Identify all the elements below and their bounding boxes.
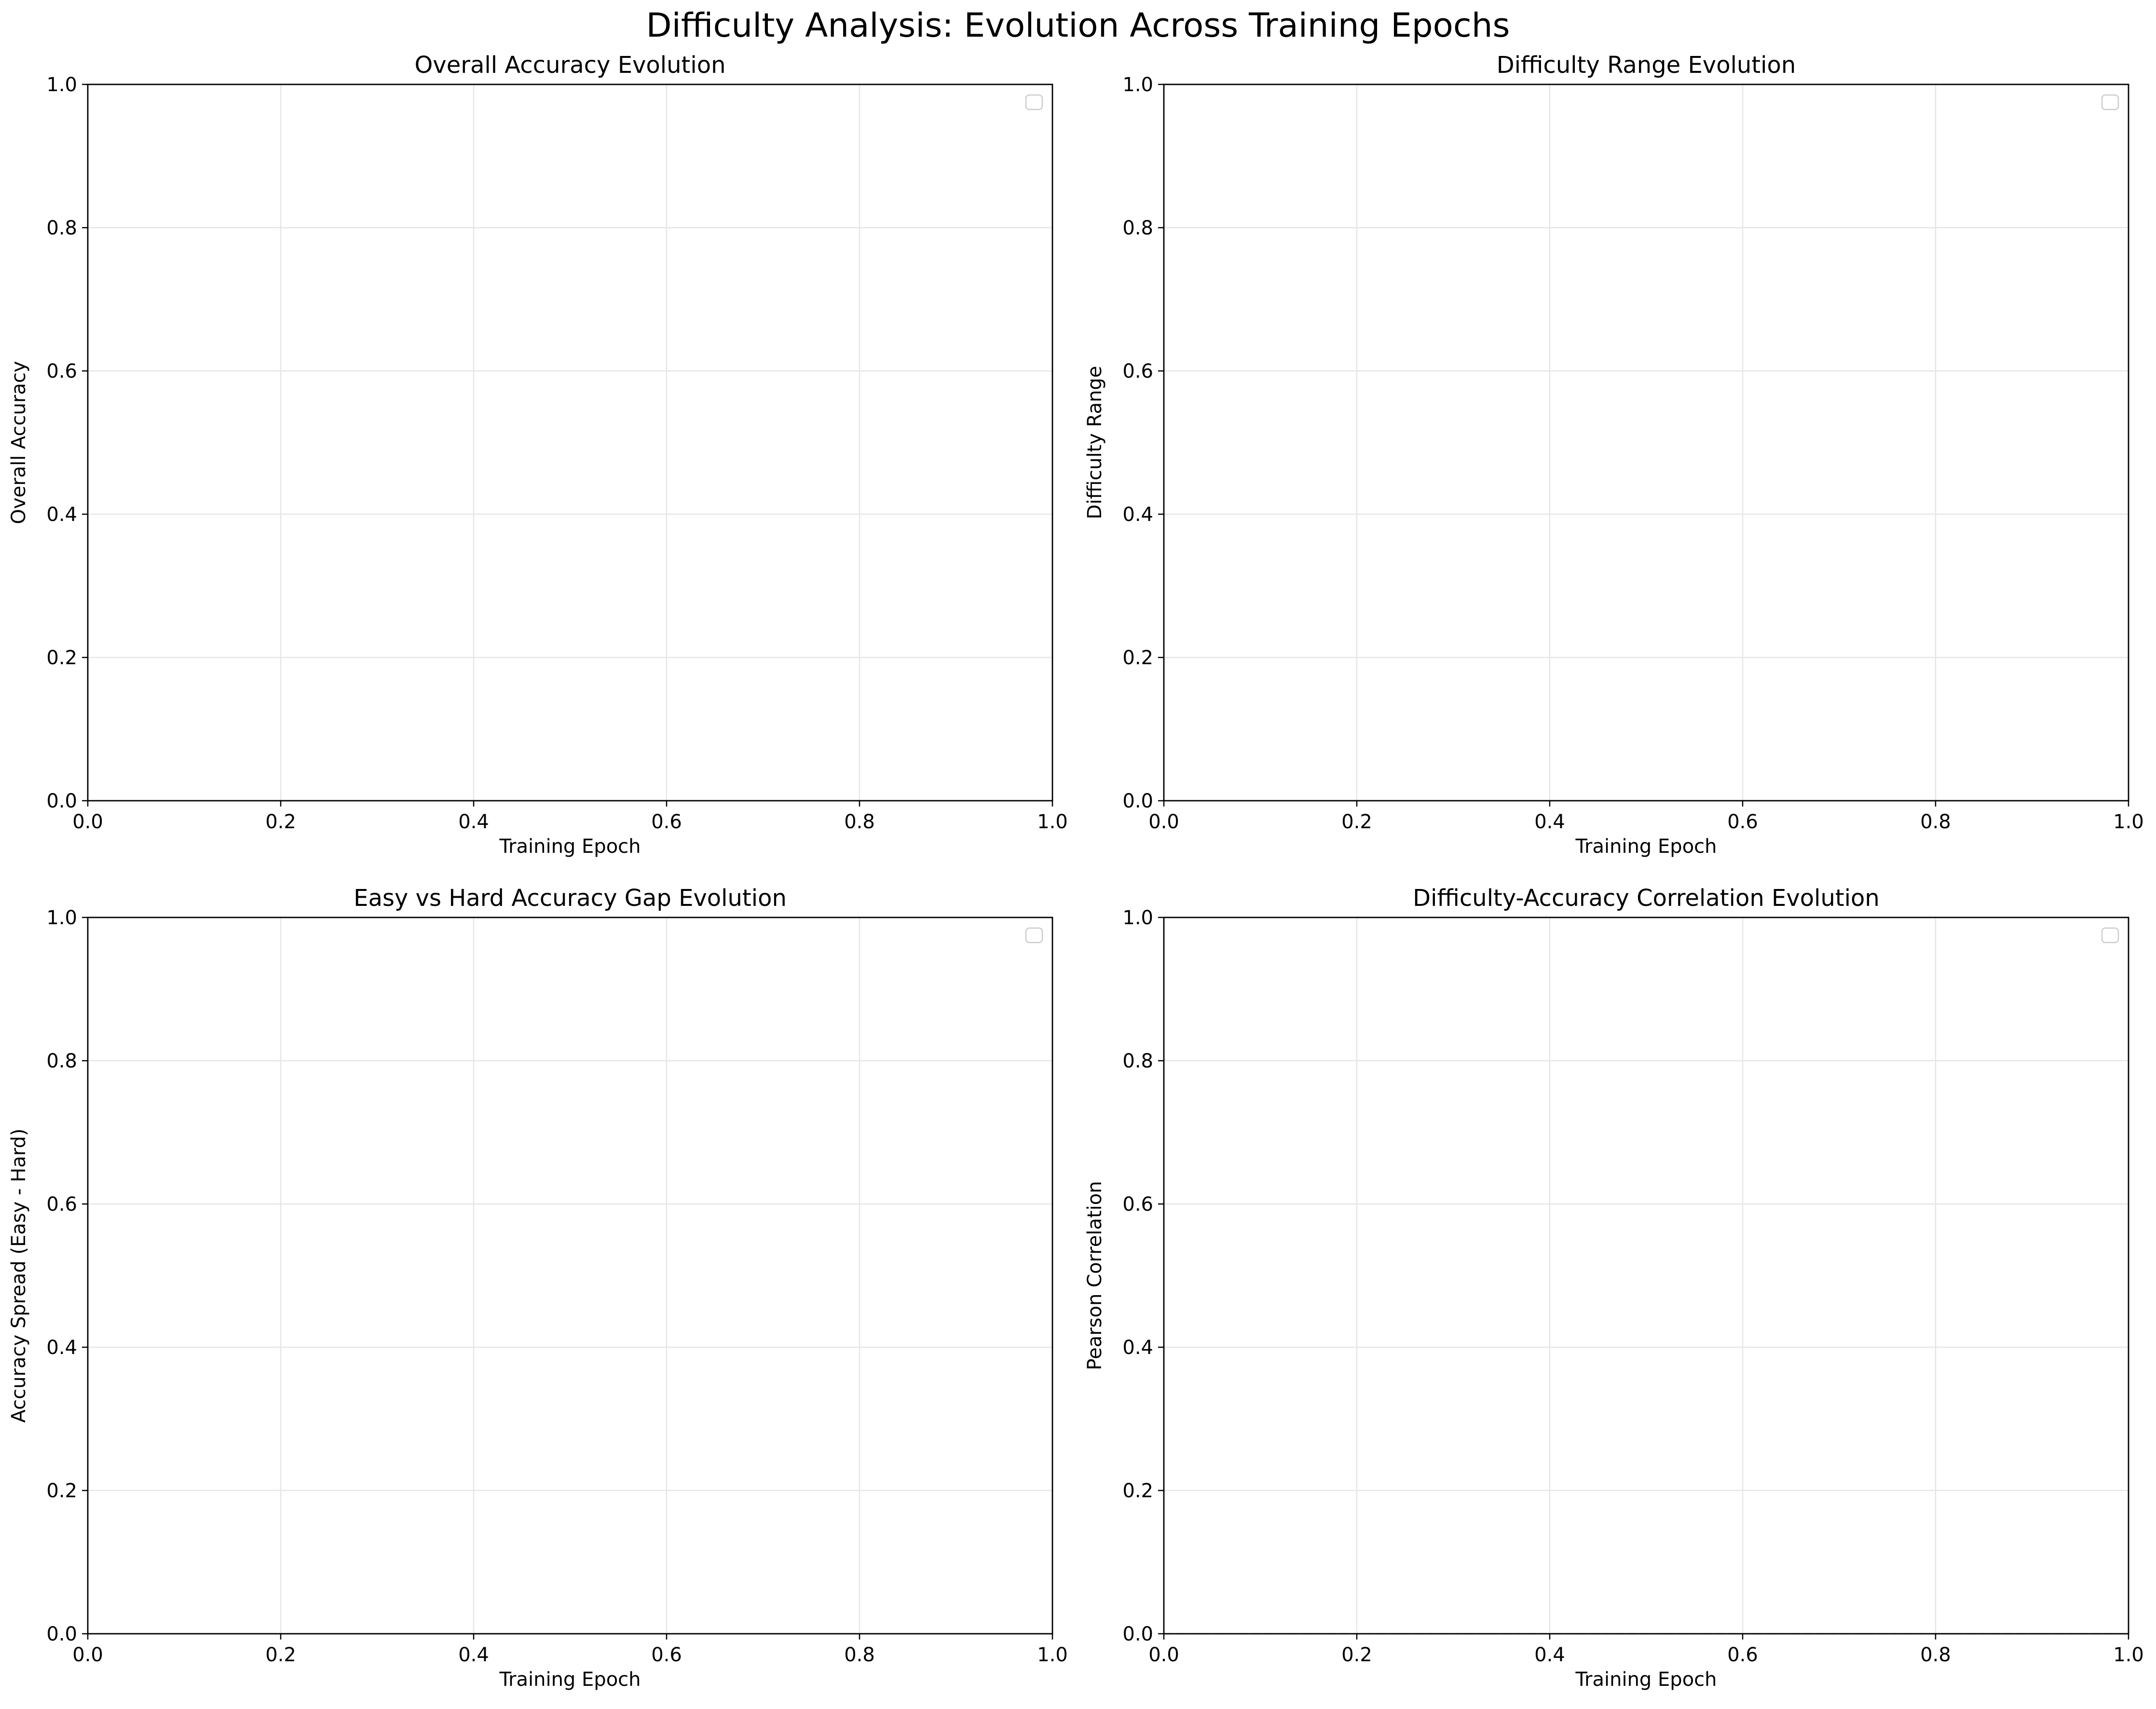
y-tick-label: 0.2: [1122, 1480, 1153, 1502]
y-axis-label: Pearson Correlation: [1084, 1181, 1106, 1370]
plot-frame: [1163, 916, 2129, 1635]
y-tick-label: 1.0: [46, 74, 77, 96]
y-tick-label: 0.0: [1122, 790, 1153, 812]
x-tick-label: 1.0: [2113, 1644, 2144, 1666]
y-tick-label: 0.8: [1122, 217, 1153, 239]
x-tick-label: 0.2: [1341, 811, 1372, 833]
x-tick-label: 0.8: [844, 1644, 875, 1666]
subplot-2: 0.0 0.2 0.4 0.6 0.8 1.0 0.0 0.2 0.4 0.6 0.8 1.0 Diff…: [1084, 52, 2144, 858]
subplot-3: 0.0 0.2 0.4 0.6 0.8 1.0 0.0 0.2 0.4 0.6 0.8 1.0 Easy…: [8, 885, 1068, 1691]
subplot-title: Difficulty-Accuracy Correlation Evolutio…: [1413, 885, 1880, 912]
legend-box: [1025, 927, 1043, 943]
legend-box: [2101, 927, 2119, 943]
y-tick-label: 0.2: [1122, 647, 1153, 669]
subplot-grid: 0.0 0.2 0.4 0.6 0.8 1.0 0.0 0.2 0.4 0.6 0.8 1.0 Over…: [8, 52, 2144, 1691]
x-tick-label: 0.4: [1534, 811, 1565, 833]
x-tick-label: 0.0: [72, 811, 103, 833]
x-tick-label: 0.8: [1920, 811, 1951, 833]
y-tick-label: 0.8: [46, 1050, 77, 1072]
y-tick-label: 0.6: [1122, 1193, 1153, 1216]
x-tick-label: 0.4: [1534, 1644, 1565, 1666]
y-tick-label: 1.0: [46, 907, 77, 929]
x-tick-label: 1.0: [2113, 811, 2144, 833]
subplot-title: Easy vs Hard Accuracy Gap Evolution: [354, 885, 787, 912]
y-tick-label: 0.0: [46, 1623, 77, 1645]
x-axis-label: Training Epoch: [499, 1668, 641, 1691]
legend-box: [2101, 94, 2119, 110]
x-tick-label: 0.0: [1148, 811, 1179, 833]
y-tick-label: 0.8: [46, 217, 77, 239]
x-tick-label: 0.6: [651, 811, 682, 833]
y-axis-label: Overall Accuracy: [8, 361, 30, 524]
x-tick-label: 0.8: [1920, 1644, 1951, 1666]
figure-title: Difficulty Analysis: Evolution Across Tr…: [646, 6, 1510, 45]
y-tick-label: 0.6: [46, 360, 77, 383]
x-tick-label: 0.2: [1341, 1644, 1372, 1666]
y-tick-label: 0.2: [46, 647, 77, 669]
x-tick-label: 0.8: [844, 811, 875, 833]
legend-box: [1025, 94, 1043, 110]
subplot-1: 0.0 0.2 0.4 0.6 0.8 1.0 0.0 0.2 0.4 0.6 0.8 1.0 Over…: [8, 52, 1068, 858]
y-tick-label: 0.4: [1122, 504, 1153, 526]
x-tick-label: 0.0: [72, 1644, 103, 1666]
plot-frame: [1163, 83, 2129, 802]
x-tick-label: 1.0: [1037, 1644, 1068, 1666]
y-tick-label: 0.6: [1122, 360, 1153, 383]
y-tick-label: 1.0: [1122, 74, 1153, 96]
x-axis-label: Training Epoch: [499, 835, 641, 858]
y-tick-label: 0.4: [46, 1337, 77, 1359]
y-tick-label: 0.4: [1122, 1337, 1153, 1359]
x-tick-label: 0.4: [458, 811, 489, 833]
x-axis-label: Training Epoch: [1575, 835, 1717, 858]
y-tick-label: 0.8: [1122, 1050, 1153, 1072]
x-tick-label: 0.6: [1727, 811, 1758, 833]
y-axis-label: Accuracy Spread (Easy - Hard): [8, 1129, 30, 1423]
x-tick-label: 1.0: [1037, 811, 1068, 833]
plot-frame: [87, 916, 1053, 1635]
y-tick-label: 0.0: [1122, 1623, 1153, 1645]
y-tick-label: 0.0: [46, 790, 77, 812]
y-tick-label: 0.6: [46, 1193, 77, 1216]
y-tick-label: 0.2: [46, 1480, 77, 1502]
x-tick-label: 0.0: [1148, 1644, 1179, 1666]
subplot-title: Overall Accuracy Evolution: [415, 52, 726, 79]
x-tick-label: 0.2: [265, 1644, 296, 1666]
x-tick-label: 0.4: [458, 1644, 489, 1666]
x-tick-label: 0.2: [265, 811, 296, 833]
subplot-4: 0.0 0.2 0.4 0.6 0.8 1.0 0.0 0.2 0.4 0.6 0.8 1.0 Diff…: [1084, 885, 2144, 1691]
x-tick-label: 0.6: [651, 1644, 682, 1666]
x-tick-label: 0.6: [1727, 1644, 1758, 1666]
y-tick-label: 0.4: [46, 504, 77, 526]
plot-frame: [87, 83, 1053, 802]
subplot-title: Difficulty Range Evolution: [1497, 52, 1796, 79]
y-tick-label: 1.0: [1122, 907, 1153, 929]
y-axis-label: Difficulty Range: [1084, 366, 1106, 520]
x-axis-label: Training Epoch: [1575, 1668, 1717, 1691]
